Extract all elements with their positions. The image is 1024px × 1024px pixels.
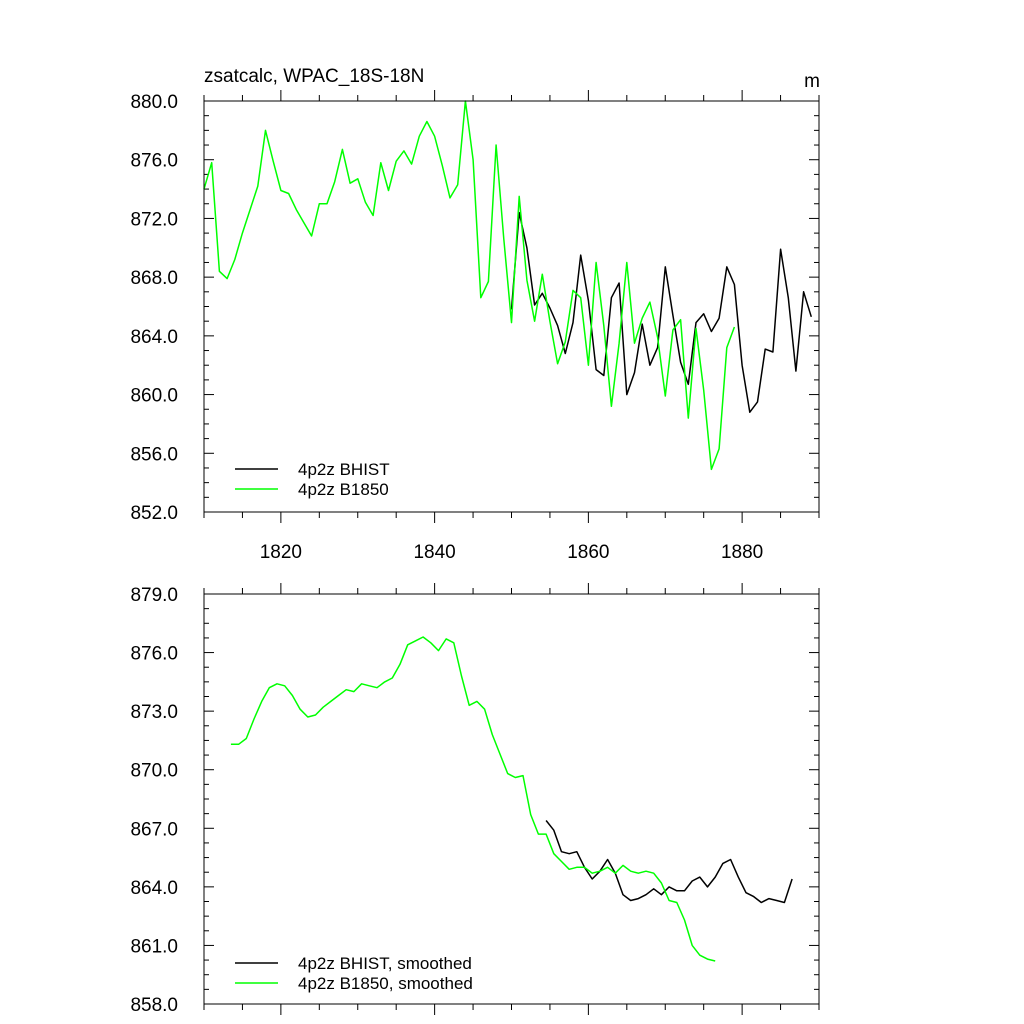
top-legend: 4p2z BHIST 4p2z B1850 (235, 460, 390, 499)
top-xtick-label: 1820 (260, 542, 302, 563)
top-chart-units: m (804, 71, 820, 92)
top-legend-label-bhist: 4p2z BHIST (298, 460, 390, 479)
bottom-ytick-label: 861.0 (130, 936, 178, 957)
top-plot-frame (203, 100, 820, 513)
bottom-ytick-label: 873.0 (130, 702, 178, 723)
bottom-series-line-b1850 (230, 636, 716, 962)
bottom-ytick-label: 864.0 (130, 878, 178, 899)
top-series (203, 100, 813, 471)
bottom-legend-label-bhist: 4p2z BHIST, smoothed (298, 954, 472, 973)
top-axes: 852.0 856.0 860.0 864.0 868.0 872.0 876.0 880.0… (130, 90, 820, 563)
bottom-panel: 858.0 861.0 864.0 867.0 870.0 873.0 876.0 879.0… (130, 583, 820, 1016)
bottom-ytick-label: 867.0 (130, 819, 178, 840)
bottom-series-line-bhist (545, 820, 793, 904)
top-xtick-label: 1880 (721, 542, 763, 563)
bottom-ytick-label: 879.0 (130, 585, 178, 606)
bottom-legend: 4p2z BHIST, smoothed 4p2z B1850, smoothe… (235, 954, 473, 993)
top-ytick-label: 868.0 (130, 268, 178, 289)
bottom-axes: 858.0 861.0 864.0 867.0 870.0 873.0 876.0 879.0 (130, 583, 820, 1016)
top-series-line-bhist (510, 211, 813, 413)
top-legend-label-b1850: 4p2z B1850 (298, 480, 389, 499)
top-ytick-label: 864.0 (130, 327, 178, 348)
top-chart-title: zsatcalc, WPAC_18S-18N (204, 66, 424, 87)
bottom-series (230, 636, 793, 962)
top-panel: zsatcalc, WPAC_18S-18N m 852.0 856.0 860.0… (130, 66, 820, 563)
bottom-plot-frame (203, 593, 820, 1005)
top-ytick-label: 860.0 (130, 386, 178, 407)
bottom-ytick-label: 876.0 (130, 644, 178, 665)
bottom-legend-label-b1850: 4p2z B1850, smoothed (298, 974, 473, 993)
top-series-line-b1850 (203, 100, 736, 471)
top-ytick-label: 876.0 (130, 151, 178, 172)
top-xtick-label: 1840 (413, 542, 455, 563)
top-ytick-label: 856.0 (130, 444, 178, 465)
bottom-ytick-label: 858.0 (130, 995, 178, 1016)
top-ytick-label: 872.0 (130, 209, 178, 230)
top-xtick-label: 1860 (567, 542, 609, 563)
top-ytick-label: 880.0 (130, 92, 178, 113)
top-ytick-label: 852.0 (130, 503, 178, 524)
bottom-ytick-label: 870.0 (130, 761, 178, 782)
